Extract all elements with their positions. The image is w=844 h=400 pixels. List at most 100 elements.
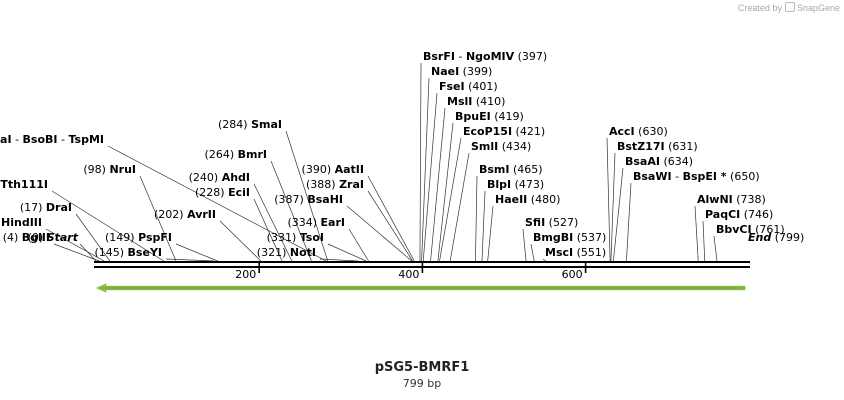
restriction-site[interactable]: (202) AvrII <box>154 208 262 262</box>
restriction-site[interactable]: (390) AatII <box>302 163 415 262</box>
restriction-site[interactable]: MscI (551) <box>542 246 606 262</box>
restriction-sites: (4) BglII (10) HindIII (17) DraI (83) PflFI… <box>0 50 804 262</box>
site-label-text: BstZ17I (631) <box>617 140 698 153</box>
restriction-site[interactable]: (334) EarI <box>287 216 369 262</box>
site-leader-line <box>165 258 215 262</box>
restriction-site[interactable]: (331) TsoI <box>267 231 367 262</box>
site-leader-line <box>610 152 616 262</box>
restriction-site[interactable]: BmgBI (537) <box>530 231 606 262</box>
site-leader-line <box>139 175 177 262</box>
site-label-text: (10) HindIII <box>0 216 42 229</box>
restriction-site[interactable]: SfiI (527) <box>522 216 578 262</box>
restriction-site[interactable]: BsmI (465) <box>475 163 543 262</box>
site-leader-line <box>522 228 527 262</box>
site-leader-line <box>430 107 446 262</box>
restriction-site[interactable]: (321) NotI <box>257 246 358 262</box>
site-label-text: AccI (630) <box>609 125 668 138</box>
restriction-site[interactable]: (388) ZraI <box>306 178 413 262</box>
site-label-text: (388) ZraI <box>306 178 364 191</box>
restriction-site[interactable]: (10) HindIII <box>0 216 105 262</box>
site-leader-line <box>439 137 462 262</box>
site-leader-line <box>626 182 632 262</box>
restriction-site[interactable]: (284) SmaI <box>218 118 329 262</box>
site-leader-line <box>53 243 100 262</box>
site-label-text: (282) AvaI - XmaI - BsoBI - TspMI <box>0 133 104 146</box>
restriction-site[interactable]: BlpI (473) <box>481 178 544 262</box>
site-leader-line <box>475 175 478 262</box>
site-leader-line <box>367 175 415 262</box>
site-leader-line <box>75 213 111 262</box>
restriction-site[interactable]: HaeII (480) <box>487 193 561 262</box>
restriction-site[interactable]: SmlI (434) <box>449 140 531 262</box>
site-leader-line <box>219 220 262 262</box>
site-label-text: (228) EciI <box>195 186 250 199</box>
site-leader-line <box>270 160 312 262</box>
site-leader-line <box>175 243 218 262</box>
plasmid-length: 799 bp <box>402 377 442 390</box>
credit-brand: SnapGene <box>796 3 840 13</box>
restriction-site[interactable]: (282) AvaI - XmaI - BsoBI - TspMI <box>0 133 327 262</box>
restriction-site[interactable]: (240) AhdI <box>189 171 293 262</box>
restriction-site[interactable]: BpuEI (419) <box>437 110 524 262</box>
site-label-text: (334) EarI <box>287 216 345 229</box>
site-label-text: (98) NruI <box>83 163 136 176</box>
site-leader-line <box>367 190 413 262</box>
site-label-text: (284) SmaI <box>218 118 282 131</box>
site-leader-line <box>487 205 494 262</box>
restriction-site[interactable]: FseI (401) <box>422 80 498 262</box>
restriction-site[interactable]: PaqCI (746) <box>702 208 773 262</box>
restriction-site[interactable]: AlwNI (738) <box>694 193 766 262</box>
feature-track <box>96 283 746 293</box>
site-label-text: FseI (401) <box>439 80 498 93</box>
site-leader-line <box>107 145 327 262</box>
restriction-site[interactable]: BsaAI (634) <box>613 155 693 262</box>
snapgene-logo-icon <box>784 2 795 12</box>
restriction-site[interactable]: (98) NruI <box>83 163 177 262</box>
site-leader-line <box>449 152 470 262</box>
site-label-text: BsmI (465) <box>479 163 543 176</box>
restriction-site[interactable]: (264) BmrI <box>205 148 312 262</box>
site-label-text: BmgBI (537) <box>533 231 606 244</box>
start-label: (0) Start <box>28 231 79 244</box>
site-label-text: (202) AvrII <box>154 208 216 221</box>
plasmid-name: pSG5-BMRF1 <box>374 360 470 375</box>
site-leader-line <box>421 77 430 262</box>
site-label-text: (240) AhdI <box>189 171 250 184</box>
restriction-site[interactable]: MslI (410) <box>430 95 506 262</box>
site-leader-line <box>419 62 422 262</box>
site-label-text: (264) BmrI <box>205 148 267 161</box>
restriction-site[interactable]: (228) EciI <box>195 186 283 262</box>
site-label-text: NaeI (399) <box>431 65 492 78</box>
site-leader-line <box>542 258 546 262</box>
restriction-site[interactable]: (17) DraI <box>20 201 111 262</box>
site-label-text: BsaAI (634) <box>625 155 693 168</box>
site-leader-line <box>530 243 535 262</box>
site-leader-line <box>422 92 438 262</box>
site-leader-line <box>253 198 283 262</box>
site-label-text: (145) BseYI <box>94 246 162 259</box>
restriction-site[interactable]: EcoP15I (421) <box>439 125 546 262</box>
restriction-site[interactable]: (387) BsaHI <box>274 193 413 262</box>
scale-tick-label: 600 <box>562 268 583 281</box>
site-leader-line <box>606 137 611 262</box>
start-leader-line <box>79 243 97 262</box>
restriction-site[interactable]: AccI (630) <box>606 125 668 262</box>
site-leader-line <box>613 167 624 262</box>
restriction-site[interactable]: (4) BglII <box>3 231 100 262</box>
sequence-ends: (0) Start End (799) <box>28 231 804 262</box>
site-leader-line <box>346 205 413 262</box>
restriction-site[interactable]: (83) PflFI - Tth111I <box>0 178 164 262</box>
restriction-site[interactable]: BsrFI - NgoMIV (397) <box>419 50 547 262</box>
restriction-site[interactable]: BsaWI - BspEI * (650) <box>626 170 760 262</box>
site-leader-line <box>285 130 329 262</box>
restriction-site[interactable]: NaeI (399) <box>421 65 493 262</box>
site-label-text: (390) AatII <box>302 163 364 176</box>
restriction-site[interactable]: BbvCI (761) <box>713 223 785 262</box>
site-leader-line <box>702 220 706 262</box>
restriction-site[interactable]: BstZ17I (631) <box>610 140 698 262</box>
site-leader-line <box>253 183 293 262</box>
restriction-site[interactable]: (145) BseYI <box>94 246 215 262</box>
site-label-text: (321) NotI <box>257 246 316 259</box>
restriction-site[interactable]: (149) PspFI <box>105 231 218 262</box>
site-leader-line <box>694 205 699 262</box>
